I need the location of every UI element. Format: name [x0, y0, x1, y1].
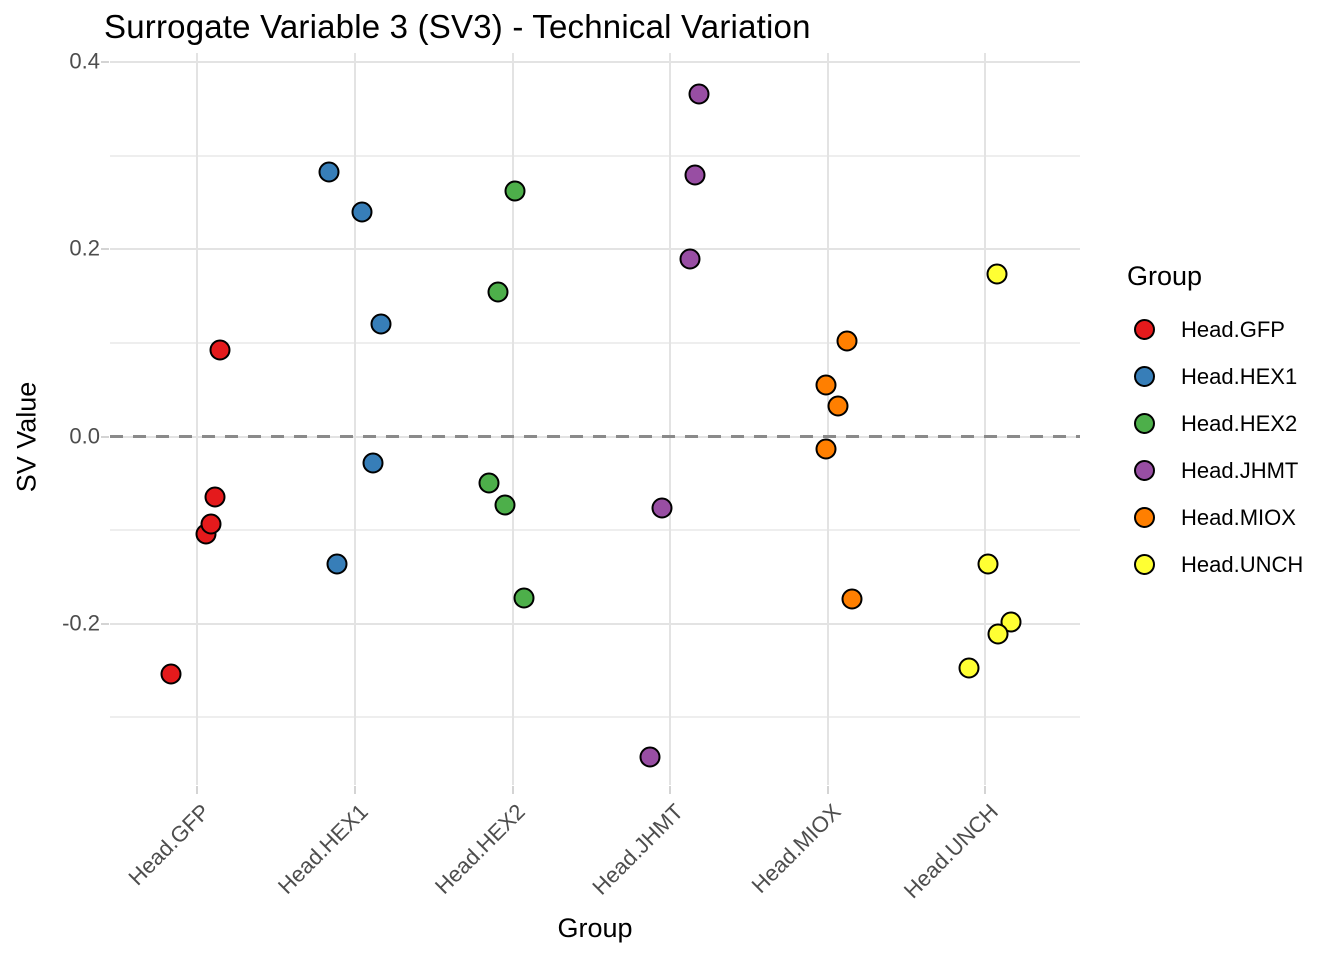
data-point-Head.JHMT [684, 164, 706, 186]
gridline-minor-y [110, 342, 1080, 344]
x-tick-label: Head.JHMT [587, 799, 688, 900]
gridline-major-y [110, 248, 1080, 251]
legend-item-label: Head.HEX2 [1181, 410, 1298, 436]
plot-title: Surrogate Variable 3 (SV3) - Technical V… [104, 8, 811, 45]
data-point-Head.MIOX [841, 588, 863, 610]
data-point-Head.GFP [200, 513, 222, 535]
data-point-Head.UNCH [958, 657, 980, 679]
gridline-minor-y [110, 529, 1080, 531]
legend-swatch-icon [1134, 366, 1155, 387]
x-tick-mark [354, 786, 356, 794]
y-tick-label: -0.2 [62, 610, 100, 636]
gridline-major-x [984, 53, 986, 785]
data-point-Head.JHMT [679, 248, 701, 270]
data-point-Head.GFP [160, 663, 182, 685]
legend-item-label: Head.UNCH [1181, 551, 1304, 577]
data-point-Head.MIOX [827, 395, 849, 417]
data-point-Head.HEX1 [351, 201, 373, 223]
data-point-Head.HEX2 [494, 494, 516, 516]
legend: Group Head.GFP Head.HEX1 Head.HEX2 Head.JHM… [1127, 261, 1303, 588]
data-point-Head.MIOX [815, 374, 837, 396]
legend-item-Head.MIOX: Head.MIOX [1127, 494, 1303, 541]
legend-item-Head.HEX2: Head.HEX2 [1127, 400, 1303, 447]
data-point-Head.HEX2 [504, 180, 526, 201]
y-tick-mark [101, 435, 109, 438]
data-point-Head.UNCH [987, 623, 1009, 645]
legend-swatch-icon [1134, 319, 1155, 340]
data-point-Head.UNCH [977, 553, 999, 575]
y-tick-label: 0.2 [69, 235, 100, 261]
gridline-major-x [669, 53, 671, 785]
x-tick-label: Head.UNCH [898, 799, 1003, 904]
gridline-minor-y [110, 716, 1080, 718]
legend-items: Head.GFP Head.HEX1 Head.HEX2 Head.JHMT Head.… [1127, 306, 1303, 588]
x-tick-label: Head.HEX1 [272, 799, 373, 899]
data-point-Head.HEX1 [362, 452, 384, 474]
legend-item-label: Head.MIOX [1181, 504, 1296, 530]
legend-item-Head.GFP: Head.GFP [1127, 306, 1303, 353]
data-point-Head.HEX1 [318, 161, 340, 183]
legend-swatch-icon [1134, 413, 1155, 434]
x-tick-mark [826, 786, 829, 794]
gridline-minor-y [110, 155, 1080, 157]
x-tick-label: Head.MIOX [746, 799, 846, 898]
data-point-Head.UNCH [986, 263, 1008, 285]
x-tick-label: Head.GFP [123, 799, 215, 891]
y-tick-label: 0.4 [69, 48, 100, 74]
data-point-Head.JHMT [688, 83, 710, 105]
data-point-Head.HEX2 [487, 281, 509, 303]
x-tick-mark [511, 786, 514, 794]
gridline-major-x [196, 53, 198, 785]
y-tick-mark [101, 248, 109, 251]
legend-item-Head.UNCH: Head.UNCH [1127, 541, 1303, 588]
gridline-major-x [354, 53, 356, 785]
data-point-Head.HEX2 [478, 472, 500, 494]
y-tick-mark [101, 61, 109, 64]
legend-item-label: Head.GFP [1181, 316, 1285, 342]
legend-item-label: Head.HEX1 [1181, 363, 1298, 389]
legend-item-Head.HEX1: Head.HEX1 [1127, 353, 1303, 400]
y-axis-title: SV Value [11, 381, 42, 493]
legend-title: Group [1127, 261, 1203, 291]
data-point-Head.HEX2 [513, 587, 535, 609]
legend-swatch-icon [1134, 460, 1155, 481]
x-tick-mark [984, 786, 986, 794]
y-tick-mark [101, 622, 109, 625]
data-point-Head.MIOX [815, 438, 837, 460]
y-tick-label: 0.0 [69, 423, 100, 449]
legend-item-label: Head.JHMT [1181, 457, 1299, 483]
data-point-Head.MIOX [836, 330, 858, 352]
x-tick-mark [196, 786, 198, 794]
data-point-Head.HEX1 [326, 553, 348, 575]
data-point-Head.HEX1 [370, 313, 392, 335]
x-axis-title: Group [557, 913, 633, 943]
gridline-major-x [511, 53, 514, 785]
legend-swatch-icon [1134, 507, 1155, 528]
gridline-major-y [110, 622, 1080, 625]
data-point-Head.GFP [209, 339, 231, 361]
legend-item-Head.JHMT: Head.JHMT [1127, 447, 1303, 494]
data-point-Head.GFP [204, 486, 226, 508]
legend-swatch-icon [1134, 554, 1155, 575]
data-point-Head.JHMT [639, 746, 661, 768]
zero-reference-line [110, 435, 1080, 439]
x-tick-label: Head.HEX2 [430, 799, 531, 899]
gridline-major-x [826, 53, 829, 785]
plot-panel [110, 53, 1080, 785]
gridline-major-y [110, 61, 1080, 64]
data-point-Head.JHMT [651, 497, 673, 519]
x-tick-mark [669, 786, 671, 794]
